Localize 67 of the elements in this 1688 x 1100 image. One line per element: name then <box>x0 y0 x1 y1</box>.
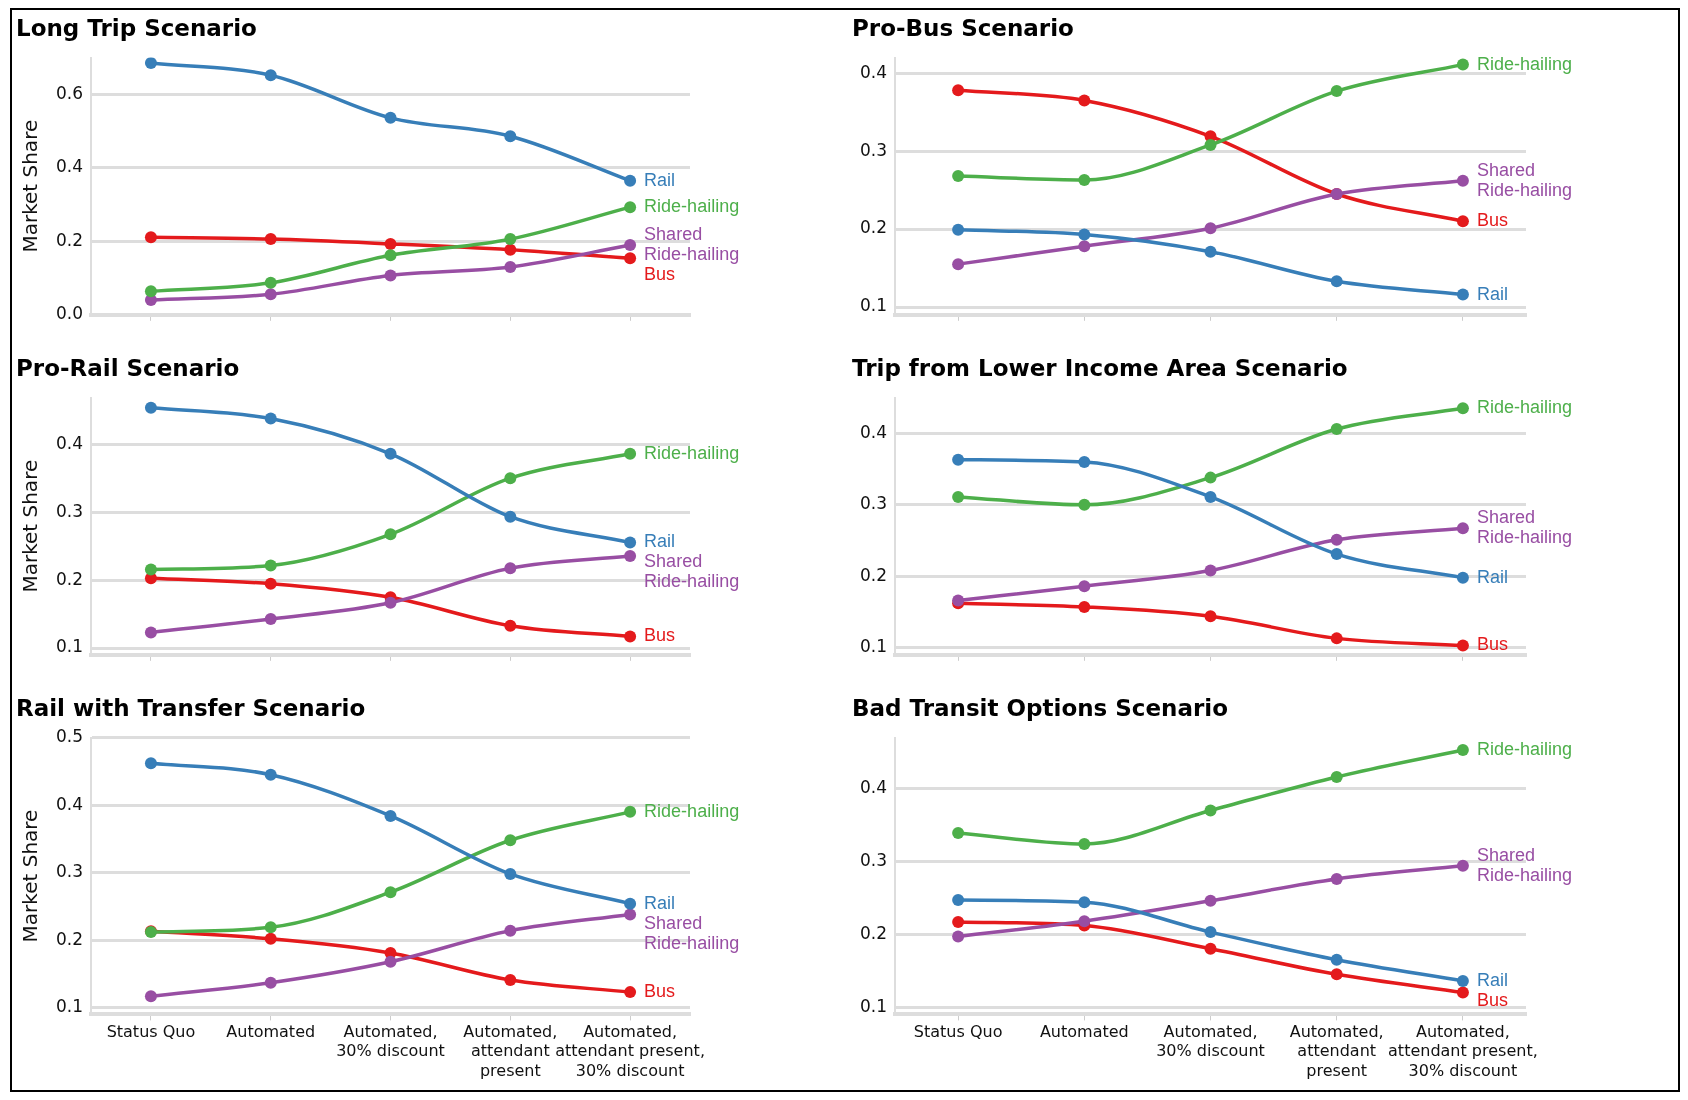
series-label: Shared Ride-hailing <box>644 551 740 592</box>
chart-title: Rail with Transfer Scenario <box>16 694 366 721</box>
series-label: Rail <box>1476 283 1508 304</box>
y-tick-label: 0.2 <box>55 568 84 589</box>
y-tick-label: 0.4 <box>55 793 84 814</box>
y-tick-label: 0.2 <box>859 922 888 943</box>
y-tick-label: 0.4 <box>859 777 888 798</box>
y-tick-label: 0.1 <box>859 636 888 657</box>
series-label: Bus <box>1476 989 1508 1010</box>
series-label: Rail <box>1476 969 1508 990</box>
y-tick-label: 0.3 <box>859 493 888 514</box>
series-label: Bus <box>644 981 676 1002</box>
y-tick-label: 0.3 <box>859 849 888 870</box>
y-tick-label: 0.2 <box>55 928 84 949</box>
series-label: Shared Ride-hailing <box>1476 844 1572 885</box>
y-tick-label: 0.1 <box>859 295 888 316</box>
y-tick-label: 0.3 <box>55 501 84 522</box>
series-label: Ride-hailing <box>1476 397 1572 418</box>
x-tick-label: Automated, attendant present, 30% discount <box>1388 1022 1538 1080</box>
y-tick-label: 0.4 <box>55 433 84 454</box>
series-label: Ride-hailing <box>644 442 740 463</box>
series-label: Shared Ride-hailing <box>644 223 740 264</box>
y-tick-label: 0.4 <box>55 156 84 177</box>
x-tick-label: Status Quo <box>913 1022 1003 1042</box>
series-label: Bus <box>1476 210 1508 231</box>
y-tick-label: 0.5 <box>55 726 84 747</box>
y-axis-title: Market Share <box>18 809 43 943</box>
y-tick-label: 0.1 <box>55 636 84 657</box>
y-axis-title: Market Share <box>18 119 43 253</box>
series-label: Shared Ride-hailing <box>1476 159 1572 200</box>
y-axis-title: Market Share <box>18 459 43 593</box>
x-tick-label: Status Quo <box>106 1022 196 1042</box>
x-tick-label: Automated, 30% discount <box>1156 1022 1265 1061</box>
y-tick-label: 0.2 <box>55 229 84 250</box>
series-label: Shared Ride-hailing <box>644 912 740 953</box>
y-tick-label: 0.1 <box>859 995 888 1016</box>
y-tick-label: 0.4 <box>859 421 888 442</box>
x-tick-label: Automated, 30% discount <box>336 1022 445 1061</box>
series-label: Rail <box>644 169 676 190</box>
chart-title: Pro-Rail Scenario <box>16 354 240 381</box>
series-label: Bus <box>644 263 676 284</box>
x-tick-label: Automated, attendant present, 30% discount <box>555 1022 705 1080</box>
x-tick-label: Automated <box>226 1022 316 1042</box>
x-tick-label: Automated, attendant present <box>1289 1022 1384 1080</box>
chart-title: Pro-Bus Scenario <box>852 14 1074 41</box>
x-tick-label: Automated <box>1039 1022 1129 1042</box>
series-label: Bus <box>1476 634 1508 655</box>
y-tick-label: 0.2 <box>859 564 888 585</box>
y-tick-label: 0.3 <box>859 139 888 160</box>
series-label: Rail <box>644 531 676 552</box>
series-label: Ride-hailing <box>1476 738 1572 759</box>
y-tick-label: 0.2 <box>859 217 888 238</box>
series-label: Bus <box>644 625 676 646</box>
chart-title: Bad Transit Options Scenario <box>852 694 1228 721</box>
series-label: Rail <box>644 892 676 913</box>
series-label: Ride-hailing <box>1476 53 1572 74</box>
y-tick-label: 0.0 <box>55 303 84 324</box>
y-tick-label: 0.3 <box>55 861 84 882</box>
series-label: Ride-hailing <box>644 800 740 821</box>
y-tick-label: 0.1 <box>55 996 84 1017</box>
y-tick-label: 0.6 <box>55 82 84 103</box>
y-tick-label: 0.4 <box>859 61 888 82</box>
chart-title: Trip from Lower Income Area Scenario <box>852 354 1348 381</box>
series-label: Ride-hailing <box>644 196 740 217</box>
chart-title: Long Trip Scenario <box>16 14 257 41</box>
series-label: Rail <box>1476 566 1508 587</box>
series-label: Shared Ride-hailing <box>1476 507 1572 548</box>
